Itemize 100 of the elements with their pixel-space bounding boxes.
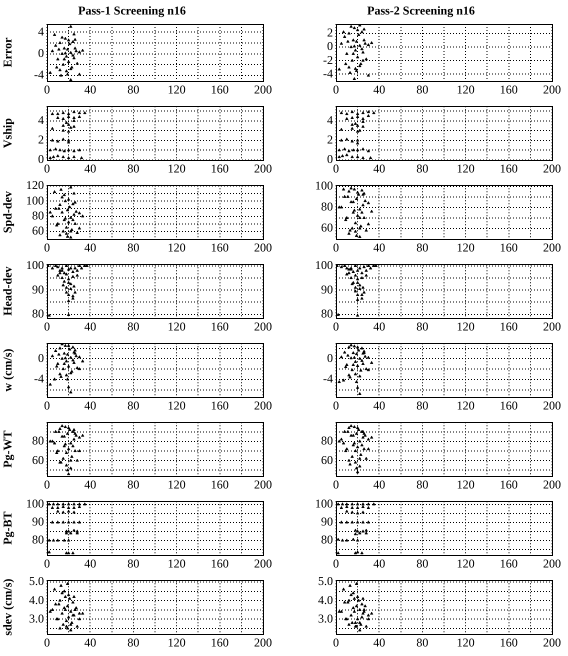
x-tick-label: 160 — [500, 161, 518, 176]
x-tick-label: 160 — [210, 240, 229, 254]
x-tick-label: 200 — [254, 82, 272, 96]
y-tick-label: 80 — [32, 208, 44, 222]
x-tick-label: 160 — [500, 319, 518, 334]
x-tick-label: 40 — [84, 240, 96, 254]
x-tick-label: 120 — [456, 477, 475, 492]
x-tick-label: 120 — [456, 556, 475, 570]
y-axis-title: w (cm/s) — [0, 348, 14, 392]
x-tick-label: 200 — [254, 635, 272, 650]
y-tick-label: 60 — [32, 224, 44, 238]
y-tick-label: 4.0 — [29, 592, 44, 607]
x-tick-label: 40 — [84, 556, 96, 570]
y-tick-label: 100 — [26, 193, 44, 208]
x-tick-label: 80 — [127, 477, 140, 492]
y-tick-label: 100 — [315, 496, 333, 510]
x-tick-label: 200 — [254, 477, 272, 492]
y-axis-title: Pg-WT — [0, 430, 14, 468]
x-tick-label: 200 — [543, 398, 561, 412]
x-tick-label: 160 — [210, 635, 229, 650]
x-tick-label: 120 — [456, 240, 475, 254]
y-tick-label: 80 — [32, 434, 44, 448]
x-tick-label: 40 — [373, 635, 386, 650]
x-tick-label: 160 — [210, 556, 229, 570]
x-tick-label: 80 — [416, 556, 428, 570]
y-tick-label: 100 — [26, 258, 44, 272]
x-tick-label: 160 — [210, 161, 229, 176]
x-tick-label: 40 — [373, 161, 386, 176]
x-tick-label: 40 — [84, 635, 96, 650]
x-tick-label: 160 — [210, 319, 229, 334]
y-tick-label: 90 — [321, 282, 333, 296]
chart-title: Pass-2 Screening n16 — [367, 3, 475, 18]
x-tick-label: 120 — [456, 82, 475, 96]
x-tick-label: 160 — [210, 82, 229, 96]
x-tick-label: 200 — [254, 161, 272, 176]
x-tick-label: 80 — [127, 240, 140, 254]
x-tick-label: 120 — [456, 161, 475, 176]
y-tick-label: 60 — [321, 452, 333, 467]
y-tick-label: 0 — [38, 46, 44, 60]
x-tick-label: 200 — [254, 240, 272, 254]
y-tick-label: 0 — [327, 152, 333, 166]
y-tick-label: 90 — [32, 282, 44, 296]
x-tick-label: 120 — [168, 82, 186, 96]
y-axis-title: Pg-BT — [0, 511, 14, 545]
y-tick-label: 80 — [32, 532, 44, 547]
y-tick-label: 100 — [315, 258, 333, 272]
y-tick-label: 5.0 — [29, 574, 44, 588]
y-axis-title: Vship — [0, 118, 14, 148]
y-tick-label: 90 — [321, 514, 333, 529]
y-tick-label: 80 — [32, 306, 44, 321]
x-tick-label: 200 — [254, 319, 272, 334]
x-tick-label: 160 — [500, 477, 518, 492]
y-axis-title: Error — [0, 36, 14, 68]
x-tick-label: 160 — [500, 82, 518, 96]
x-tick-label: 200 — [543, 240, 561, 254]
x-tick-label: 200 — [254, 556, 272, 570]
y-tick-label: 2 — [327, 132, 333, 147]
y-axis-title: Head-dev — [0, 266, 14, 316]
x-tick-label: 80 — [416, 398, 428, 412]
x-tick-label: 40 — [84, 82, 96, 96]
y-tick-label: 100 — [26, 496, 44, 510]
y-tick-label: -2 — [323, 52, 333, 67]
y-tick-label: 0 — [327, 350, 333, 365]
x-tick-label: 40 — [373, 319, 386, 334]
x-tick-label: 120 — [456, 319, 475, 334]
x-tick-label: 120 — [168, 635, 186, 650]
y-tick-label: 60 — [32, 452, 44, 467]
y-tick-label: 60 — [321, 220, 333, 235]
y-tick-label: 4.0 — [318, 592, 333, 607]
x-tick-label: 80 — [416, 82, 428, 96]
x-tick-label: 80 — [416, 240, 428, 254]
x-tick-label: 120 — [168, 477, 186, 492]
y-tick-label: 80 — [321, 434, 333, 448]
x-tick-label: 120 — [168, 556, 186, 570]
x-tick-label: 80 — [416, 477, 428, 492]
y-tick-label: 80 — [321, 200, 333, 214]
x-tick-label: 40 — [84, 477, 96, 492]
x-tick-label: 80 — [127, 556, 140, 570]
x-tick-label: 120 — [456, 635, 475, 650]
x-tick-label: 80 — [416, 161, 428, 176]
y-tick-label: 3.0 — [318, 611, 333, 626]
x-tick-label: 40 — [84, 319, 96, 334]
x-tick-label: 40 — [373, 398, 386, 412]
x-tick-label: 200 — [543, 161, 561, 176]
y-tick-label: -4 — [323, 372, 333, 386]
y-tick-label: 4 — [327, 113, 333, 128]
y-tick-label: 80 — [321, 532, 333, 547]
x-tick-label: 200 — [543, 82, 561, 96]
y-tick-label: -4 — [323, 66, 333, 80]
y-tick-label: 0 — [38, 350, 44, 365]
x-tick-label: 40 — [373, 240, 386, 254]
y-tick-label: 80 — [321, 306, 333, 321]
x-tick-label: 120 — [168, 398, 186, 412]
chart-title: Pass-1 Screening n16 — [78, 3, 186, 18]
x-tick-label: 160 — [500, 398, 518, 412]
x-tick-label: 160 — [500, 635, 518, 650]
y-tick-label: 3.0 — [29, 611, 44, 626]
x-tick-label: 120 — [456, 398, 475, 412]
x-tick-label: 200 — [254, 398, 272, 412]
y-tick-label: 4 — [38, 24, 44, 38]
